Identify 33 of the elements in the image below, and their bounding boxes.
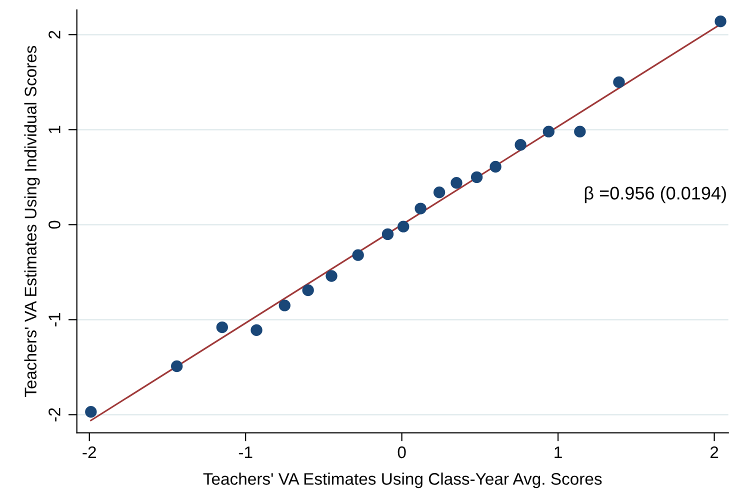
point: [326, 270, 338, 282]
point: [470, 171, 483, 184]
point: [398, 220, 410, 232]
point: [278, 300, 290, 312]
point: [613, 76, 625, 88]
x-tick-label: 2: [710, 446, 718, 458]
point: [542, 126, 555, 138]
point: [514, 139, 526, 151]
x-tick-label: 1: [554, 446, 562, 458]
point: [382, 228, 394, 240]
y-tick-label: -1: [48, 313, 60, 326]
y-tick-label: -2: [48, 408, 60, 422]
point: [302, 284, 314, 296]
point: [714, 16, 726, 28]
point: [85, 406, 97, 418]
point: [352, 249, 364, 261]
x-tick-label: -1: [238, 446, 252, 458]
y-tick-label: 0: [48, 220, 60, 229]
point: [490, 160, 502, 173]
point: [574, 126, 586, 138]
x-axis-title: Teachers' VA Estimates Using Class-Year Avg. Scores: [203, 472, 602, 488]
y-tick-label: 1: [48, 126, 60, 134]
point: [216, 321, 228, 334]
point: [414, 202, 426, 214]
y-axis-title: Teachers' VA Estimates Using Individual Scores: [24, 46, 40, 398]
annotation: β =0.956 (0.0194): [584, 186, 726, 204]
y-tick-label: 2: [48, 30, 60, 38]
point: [250, 324, 262, 336]
point: [171, 360, 183, 372]
x-tick-label: -2: [82, 446, 96, 458]
point: [450, 177, 462, 189]
point: [433, 186, 446, 198]
x-tick-label: 0: [398, 446, 406, 458]
